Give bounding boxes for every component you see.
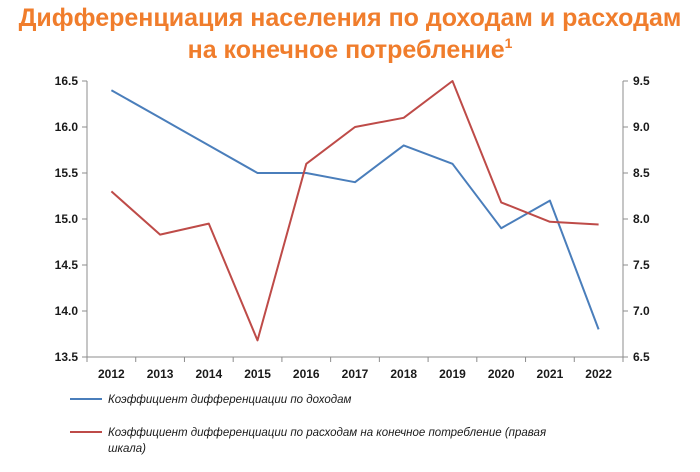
legend-label-expenditure: Коэффициент дифференциации по расходам н… [108, 427, 546, 439]
x-tick-label: 2014 [195, 367, 222, 381]
legend-label-expenditure: шкала) [108, 443, 146, 455]
x-tick-label: 2012 [98, 367, 125, 381]
y-right-tick-label: 9.0 [633, 120, 650, 134]
x-tick-label: 2017 [342, 367, 369, 381]
expenditure-series-line [110, 80, 599, 342]
x-tick-label: 2018 [390, 367, 417, 381]
y-right-tick-label: 8.5 [633, 166, 650, 180]
legend-label-income: Коэффициент дифференциации по доходам [108, 394, 352, 406]
y-left-tick-label: 14.0 [55, 304, 79, 318]
x-tick-label: 2020 [488, 367, 515, 381]
y-right-tick-label: 6.5 [633, 350, 650, 364]
chart-legend: Коэффициент дифференциации по доходам Коэ… [70, 394, 546, 455]
y-right-tick-label: 7.5 [633, 258, 650, 272]
x-tick-label: 2019 [439, 367, 466, 381]
y-left-tick-label: 14.5 [55, 258, 79, 272]
title-footnote-marker: 1 [504, 35, 513, 51]
x-tick-label: 2016 [293, 367, 320, 381]
x-tick-label: 2022 [585, 367, 612, 381]
x-tick-label: 2015 [244, 367, 271, 381]
y-right-tick-label: 9.5 [633, 74, 650, 88]
chart-title-line1: Дифференциация населения по доходам и ра… [18, 4, 682, 32]
x-tick-label: 2021 [537, 367, 564, 381]
y-left-tick-label: 15.5 [55, 166, 79, 180]
y-left-tick-label: 15.0 [55, 212, 79, 226]
chart-title-line2: на конечное потребление [187, 36, 505, 64]
y-right-tick-label: 8.0 [633, 212, 650, 226]
y-left-tick-label: 16.0 [55, 120, 79, 134]
chart-series [110, 80, 600, 342]
income-series-line [110, 89, 600, 330]
chart-axes: 13.5 14.0 14.5 15.0 15.5 16.0 16.5 6.5 7.0 7.5 8.0… [55, 74, 650, 381]
x-tick-label: 2013 [147, 367, 174, 381]
y-left-tick-label: 13.5 [55, 350, 79, 364]
chart-title-line2-wrap: на конечное потребление1 [0, 34, 700, 66]
chart-title: Дифференциация населения по доходам и ра… [0, 2, 700, 66]
y-left-tick-label: 16.5 [55, 74, 79, 88]
y-right-tick-label: 7.0 [633, 304, 650, 318]
